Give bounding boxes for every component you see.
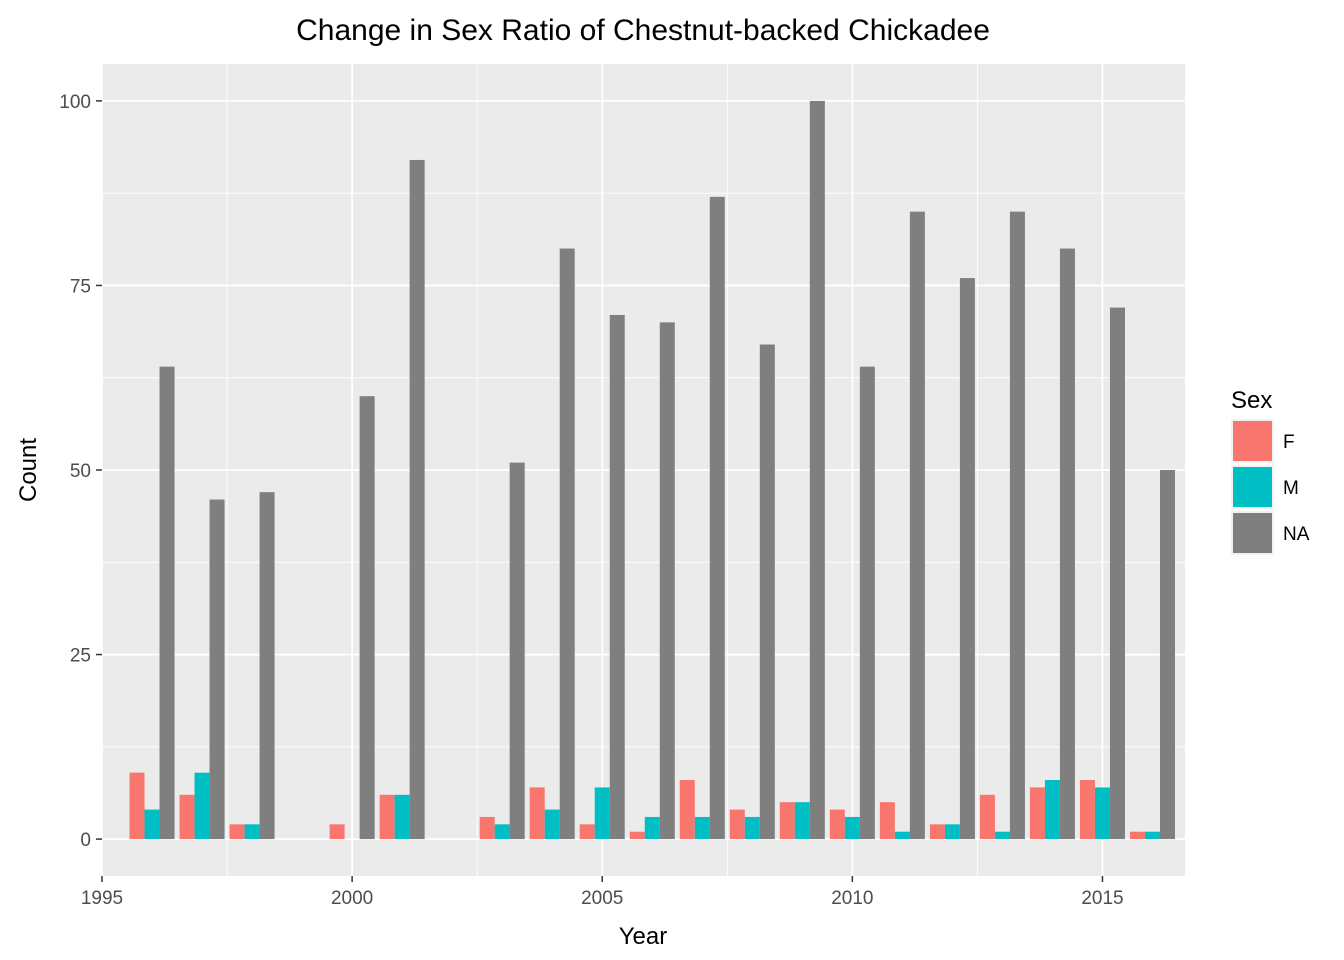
- y-tick-label: 100: [59, 92, 91, 113]
- bar-NA-2011: [909, 211, 925, 840]
- legend: Sex F M NA: [1231, 387, 1310, 555]
- bar-F-2010: [829, 809, 845, 840]
- bar-M-1998: [244, 824, 260, 840]
- bar-NA-2009: [809, 100, 825, 840]
- x-axis-title: Year: [619, 923, 668, 950]
- bar-M-2010: [844, 816, 860, 840]
- bar-M-2005: [594, 787, 610, 840]
- bar-M-2007: [694, 816, 710, 840]
- bar-NA-1998: [259, 492, 275, 840]
- bar-NA-2005: [609, 314, 625, 840]
- bar-F-2004: [529, 787, 545, 840]
- bar-NA-2000: [359, 396, 375, 840]
- bar-F-2001: [379, 794, 395, 840]
- bar-NA-2003: [509, 462, 525, 840]
- bar-F-2003: [479, 816, 495, 840]
- x-tick-label: 2010: [831, 888, 873, 909]
- bar-F-2011: [879, 802, 895, 840]
- legend-label-NA: NA: [1283, 524, 1310, 545]
- bar-NA-2012: [959, 278, 975, 840]
- bars-layer: [129, 100, 1175, 840]
- bar-NA-2015: [1109, 307, 1125, 840]
- legend-swatch-NA: [1233, 513, 1272, 553]
- x-tick-label: 2005: [581, 888, 623, 909]
- bar-F-2008: [729, 809, 745, 840]
- bar-M-2003: [494, 824, 510, 840]
- bar-NA-2014: [1059, 248, 1075, 840]
- chart-title: Change in Sex Ratio of Chestnut-backed C…: [296, 14, 990, 47]
- x-tick-label: 2015: [1081, 888, 1123, 909]
- bar-F-1997: [179, 794, 195, 840]
- bar-NA-2016: [1159, 470, 1175, 840]
- bar-F-2013: [979, 794, 995, 840]
- y-tick-label: 0: [80, 830, 91, 851]
- bar-F-1998: [229, 824, 245, 840]
- bar-NA-2013: [1009, 211, 1025, 840]
- bar-NA-2010: [859, 366, 875, 840]
- bar-NA-2006: [659, 322, 675, 840]
- bar-F-2006: [629, 831, 645, 840]
- bar-NA-1996: [159, 366, 175, 840]
- legend-label-F: F: [1283, 432, 1295, 453]
- bar-M-2001: [394, 794, 410, 840]
- legend-swatch-F: [1233, 421, 1272, 461]
- bar-M-2011: [894, 831, 910, 840]
- x-tick-label: 2000: [331, 888, 373, 909]
- y-axis-title: Count: [15, 438, 42, 502]
- bar-F-2009: [779, 802, 795, 840]
- bar-F-2005: [579, 824, 595, 840]
- bar-F-1996: [129, 772, 145, 840]
- legend-swatch-M: [1233, 467, 1272, 507]
- bar-M-2015: [1094, 787, 1110, 840]
- y-tick-label: 75: [70, 276, 91, 297]
- bar-F-2007: [679, 780, 695, 840]
- bar-NA-2001: [409, 159, 425, 840]
- bar-NA-2004: [559, 248, 575, 840]
- legend-label-M: M: [1283, 478, 1299, 499]
- bar-M-2008: [744, 816, 760, 840]
- bar-M-1996: [144, 809, 160, 840]
- bar-M-2013: [994, 831, 1010, 840]
- bar-NA-1997: [209, 499, 225, 840]
- x-tick-label: 1995: [81, 888, 123, 909]
- bar-M-1997: [194, 772, 210, 840]
- y-tick-label: 25: [70, 646, 91, 667]
- bar-M-2012: [944, 824, 960, 840]
- bar-M-2009: [794, 802, 810, 840]
- bar-F-2015: [1079, 780, 1095, 840]
- bar-F-2012: [929, 824, 945, 840]
- bar-F-2016: [1129, 831, 1145, 840]
- y-tick-label: 50: [70, 461, 91, 482]
- axis-ticks: [96, 100, 1104, 882]
- bar-F-2014: [1029, 787, 1045, 840]
- legend-title: Sex: [1231, 387, 1272, 414]
- bar-NA-2007: [709, 196, 725, 840]
- bar-M-2014: [1044, 780, 1060, 840]
- bar-M-2016: [1144, 831, 1160, 840]
- y-tick-labels: 0 25 50 75 100: [59, 92, 91, 851]
- x-tick-labels: 1995 2000 2005 2010 2015: [81, 888, 1124, 909]
- bar-M-2004: [544, 809, 560, 840]
- bar-NA-2008: [759, 344, 775, 840]
- bar-M-2006: [644, 816, 660, 840]
- bar-F-2000: [329, 824, 345, 840]
